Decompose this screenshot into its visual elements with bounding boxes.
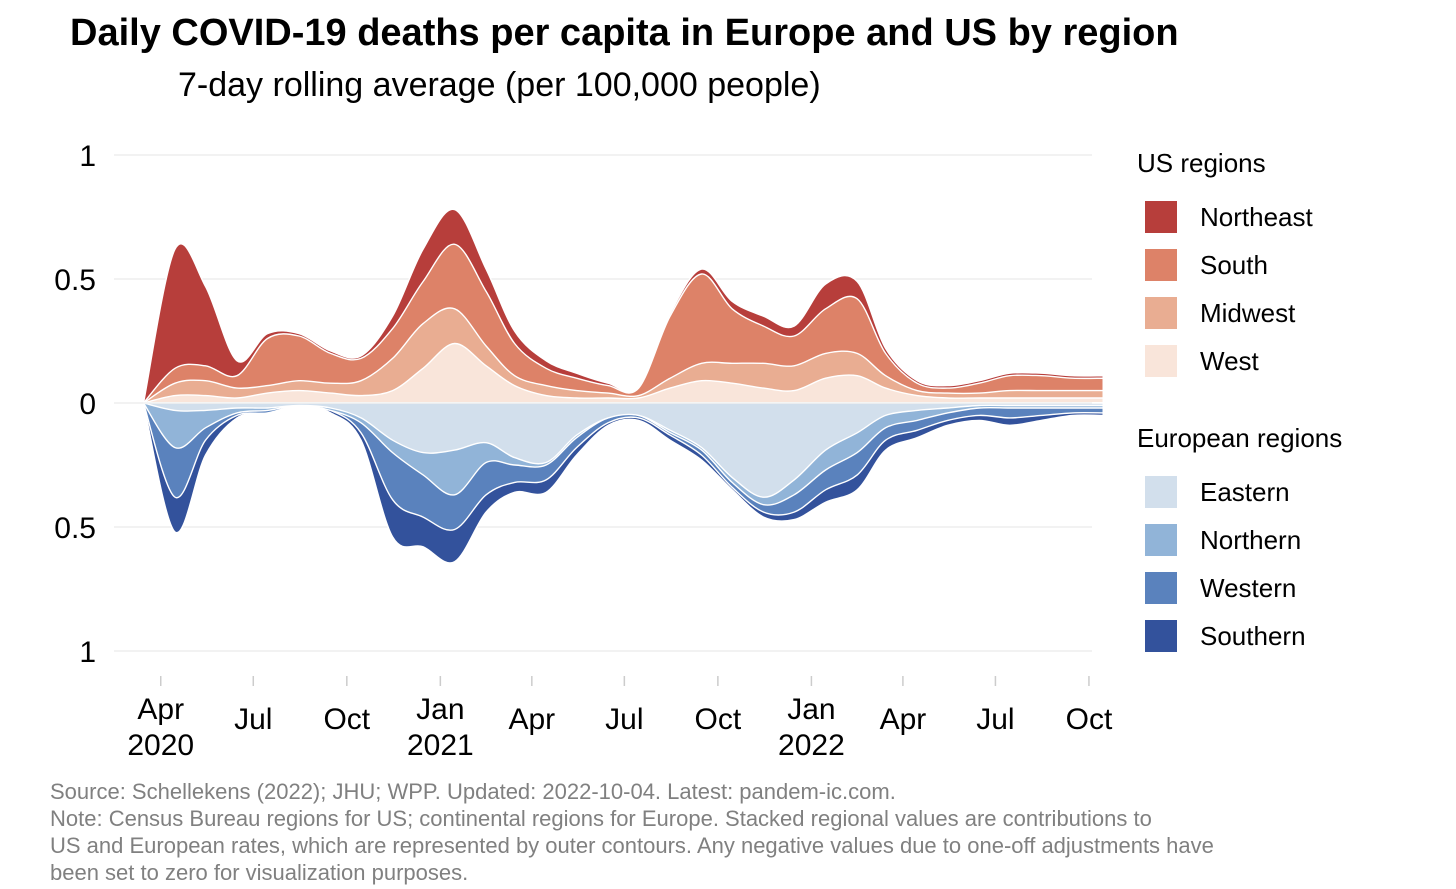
eu-legend-item-northern: Northern [1137, 516, 1342, 564]
eu-legend-item-eastern: Eastern [1137, 468, 1342, 516]
x-tick-label-year: 2021 [407, 729, 474, 762]
legend-swatch [1145, 572, 1177, 604]
legend-label: Northeast [1200, 201, 1313, 232]
chart-title: Daily COVID-19 deaths per capita in Euro… [70, 12, 1179, 54]
eu-area-southern [142, 402, 1104, 564]
us-legend-item-west: West [1137, 337, 1313, 385]
x-tick-label-year: 2020 [127, 729, 194, 762]
y-tick-label: 0 [79, 388, 96, 421]
eu-area-eastern [142, 402, 1104, 498]
legend-eu-items: Eastern Northern Western Southern [1137, 468, 1342, 660]
legend-swatch [1145, 476, 1177, 508]
x-tick-label: Oct [1066, 703, 1113, 736]
x-tick-label: Jul [234, 703, 272, 736]
us-legend-item-south: South [1137, 241, 1313, 289]
legend-label: Eastern [1200, 476, 1290, 507]
x-tick-label-year: 2022 [778, 729, 845, 762]
legend-label: South [1200, 249, 1268, 280]
x-tick-label: Apr [508, 703, 555, 736]
legend-swatch [1145, 297, 1177, 329]
x-tick-label: Jul [605, 703, 643, 736]
y-tick-label: 1 [79, 140, 96, 173]
x-tick-label: Oct [695, 703, 742, 736]
note-line: been set to zero for visualization purpo… [50, 860, 469, 885]
us-area-south [142, 243, 1104, 404]
legend-swatch [1145, 201, 1177, 233]
legend-eu-title: European regions [1137, 423, 1343, 453]
legend-swatch [1145, 524, 1177, 556]
y-tick-label: 0.5 [54, 264, 96, 297]
legend-label: West [1200, 345, 1259, 376]
chart-subtitle: 7-day rolling average (per 100,000 peopl… [178, 66, 821, 104]
note-line: US and European rates, which are represe… [50, 833, 1214, 858]
us-legend-item-northeast: Northeast [1137, 193, 1313, 241]
legend-swatch [1145, 620, 1177, 652]
legend-us: US regions Northeast South Midwest West [1137, 148, 1313, 385]
legend-swatch [1145, 345, 1177, 377]
eu-legend-item-western: Western [1137, 564, 1342, 612]
source-note: Source: Schellekens (2022); JHU; WPP. Up… [50, 778, 1430, 886]
legend-label: Western [1200, 572, 1297, 603]
source-line: Source: Schellekens (2022); JHU; WPP. Up… [50, 779, 896, 804]
us-legend-item-midwest: Midwest [1137, 289, 1313, 337]
us-area-west [142, 342, 1104, 404]
y-tick-label: 1 [79, 636, 96, 669]
x-tick-label: Oct [323, 703, 370, 736]
x-tick-label: Jan [416, 693, 464, 726]
x-tick-label: Apr [880, 703, 927, 736]
legend-us-title: US regions [1137, 148, 1266, 178]
legend-us-items: Northeast South Midwest West [1137, 193, 1313, 385]
y-tick-label: 0.5 [54, 512, 96, 545]
stacked-areas [114, 208, 1104, 564]
note-line: Note: Census Bureau regions for US; cont… [50, 806, 1152, 831]
legend-label: Southern [1200, 620, 1306, 651]
x-tick-label: Apr [137, 693, 184, 726]
legend-eu: European regions Eastern Northern Western S… [1137, 423, 1342, 660]
legend-label: Midwest [1200, 297, 1296, 328]
eu-legend-item-southern: Southern [1137, 612, 1342, 660]
x-tick-label: Jul [976, 703, 1014, 736]
x-tick-label: Jan [787, 693, 835, 726]
legend-label: Northern [1200, 524, 1302, 555]
legend-swatch [1145, 249, 1177, 281]
y-axis: 1 0.5 0 0.5 1 [54, 140, 96, 669]
